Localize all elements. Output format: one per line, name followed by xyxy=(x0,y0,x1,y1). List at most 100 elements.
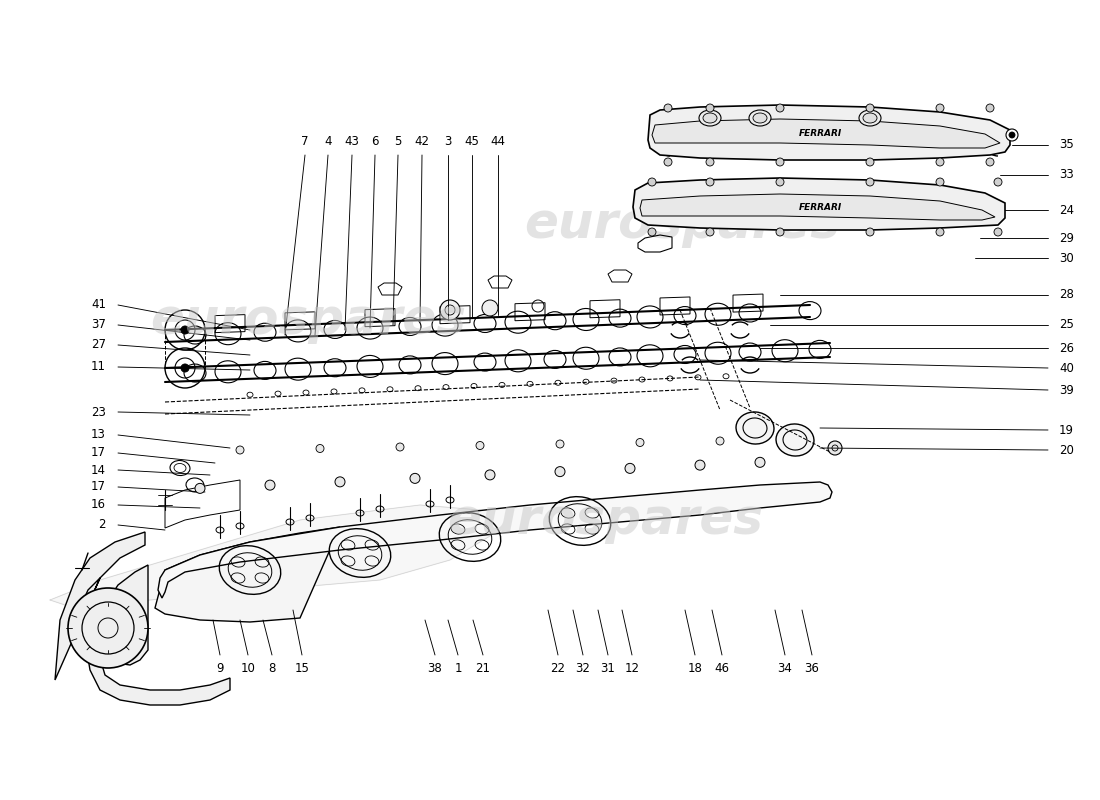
Circle shape xyxy=(336,477,345,487)
Polygon shape xyxy=(632,178,1005,230)
Circle shape xyxy=(476,442,484,450)
Circle shape xyxy=(706,178,714,186)
Text: 35: 35 xyxy=(1059,138,1074,151)
Circle shape xyxy=(485,470,495,480)
Ellipse shape xyxy=(859,110,881,126)
Circle shape xyxy=(625,463,635,474)
Circle shape xyxy=(664,104,672,112)
Circle shape xyxy=(776,178,784,186)
Circle shape xyxy=(316,445,324,453)
Circle shape xyxy=(664,158,672,166)
Circle shape xyxy=(1006,129,1018,141)
Circle shape xyxy=(866,158,874,166)
Circle shape xyxy=(556,440,564,448)
Text: 12: 12 xyxy=(625,662,639,675)
Circle shape xyxy=(410,474,420,483)
Text: 17: 17 xyxy=(91,481,106,494)
Text: 46: 46 xyxy=(715,662,729,675)
Ellipse shape xyxy=(703,113,717,123)
Circle shape xyxy=(706,228,714,236)
Circle shape xyxy=(755,458,764,467)
Text: 4: 4 xyxy=(324,135,332,148)
Text: eurospares: eurospares xyxy=(447,496,763,544)
Text: 40: 40 xyxy=(1059,362,1074,374)
Text: 29: 29 xyxy=(1059,231,1074,245)
Text: 41: 41 xyxy=(91,298,106,311)
Text: 38: 38 xyxy=(428,662,442,675)
Circle shape xyxy=(1009,132,1015,138)
Circle shape xyxy=(936,228,944,236)
Circle shape xyxy=(866,104,874,112)
Circle shape xyxy=(482,300,498,316)
Text: 5: 5 xyxy=(394,135,402,148)
Polygon shape xyxy=(158,482,832,598)
Text: 34: 34 xyxy=(778,662,792,675)
Text: 17: 17 xyxy=(91,446,106,459)
Text: 33: 33 xyxy=(1059,169,1074,182)
Circle shape xyxy=(265,480,275,490)
Polygon shape xyxy=(652,119,1000,148)
Ellipse shape xyxy=(698,110,720,126)
Text: 23: 23 xyxy=(91,406,106,418)
Text: 25: 25 xyxy=(1059,318,1074,331)
Circle shape xyxy=(648,228,656,236)
Text: 28: 28 xyxy=(1059,289,1074,302)
Circle shape xyxy=(648,178,656,186)
Circle shape xyxy=(556,466,565,477)
Ellipse shape xyxy=(776,424,814,456)
Circle shape xyxy=(776,104,784,112)
Text: 32: 32 xyxy=(575,662,591,675)
Circle shape xyxy=(866,228,874,236)
Text: 8: 8 xyxy=(268,662,276,675)
Text: 9: 9 xyxy=(217,662,223,675)
Circle shape xyxy=(440,300,460,320)
Circle shape xyxy=(866,178,874,186)
Text: 43: 43 xyxy=(344,135,360,148)
Polygon shape xyxy=(640,194,996,220)
Circle shape xyxy=(706,104,714,112)
Circle shape xyxy=(828,441,842,455)
Text: 24: 24 xyxy=(1059,203,1074,217)
Circle shape xyxy=(994,178,1002,186)
Text: 1: 1 xyxy=(454,662,462,675)
Text: 42: 42 xyxy=(415,135,429,148)
Text: 44: 44 xyxy=(491,135,506,148)
Circle shape xyxy=(68,588,148,668)
Text: 20: 20 xyxy=(1059,443,1074,457)
Circle shape xyxy=(986,104,994,112)
Circle shape xyxy=(986,158,994,166)
Circle shape xyxy=(994,228,1002,236)
Circle shape xyxy=(936,158,944,166)
Text: 10: 10 xyxy=(241,662,255,675)
Text: 11: 11 xyxy=(91,361,106,374)
Text: 7: 7 xyxy=(301,135,309,148)
Text: 21: 21 xyxy=(475,662,491,675)
Text: 14: 14 xyxy=(91,463,106,477)
Text: 37: 37 xyxy=(91,318,106,331)
Circle shape xyxy=(636,438,644,446)
Text: 16: 16 xyxy=(91,498,106,511)
Text: 22: 22 xyxy=(550,662,565,675)
Text: FERRARI: FERRARI xyxy=(799,203,842,213)
Text: 39: 39 xyxy=(1059,383,1074,397)
Ellipse shape xyxy=(736,412,774,444)
Text: 6: 6 xyxy=(372,135,378,148)
Circle shape xyxy=(396,443,404,451)
Text: 26: 26 xyxy=(1059,342,1074,354)
Circle shape xyxy=(936,178,944,186)
Circle shape xyxy=(776,158,784,166)
Circle shape xyxy=(195,483,205,494)
Ellipse shape xyxy=(754,113,767,123)
Text: 19: 19 xyxy=(1059,423,1074,437)
Polygon shape xyxy=(55,532,230,705)
Polygon shape xyxy=(648,105,1010,160)
Text: 13: 13 xyxy=(91,429,106,442)
Text: FERRARI: FERRARI xyxy=(799,129,842,138)
Circle shape xyxy=(695,460,705,470)
Text: 18: 18 xyxy=(688,662,703,675)
Polygon shape xyxy=(155,527,340,622)
Text: 36: 36 xyxy=(804,662,820,675)
Circle shape xyxy=(716,437,724,445)
Text: eurospares: eurospares xyxy=(524,200,840,248)
Circle shape xyxy=(706,158,714,166)
